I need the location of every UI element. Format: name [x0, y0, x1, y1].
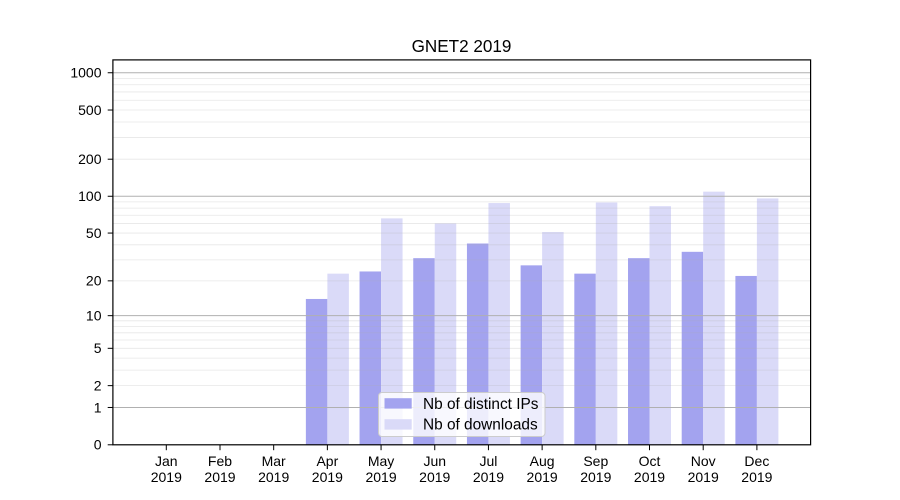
svg-text:200: 200: [78, 151, 102, 167]
svg-text:Jun: Jun: [423, 453, 446, 469]
svg-text:2019: 2019: [688, 469, 719, 485]
svg-text:Feb: Feb: [208, 453, 232, 469]
svg-text:2019: 2019: [258, 469, 289, 485]
svg-text:5: 5: [94, 340, 102, 356]
svg-text:1: 1: [94, 399, 102, 415]
svg-text:2019: 2019: [312, 469, 343, 485]
svg-text:2019: 2019: [634, 469, 665, 485]
svg-text:Dec: Dec: [744, 453, 769, 469]
svg-text:Jan: Jan: [155, 453, 178, 469]
svg-text:2019: 2019: [741, 469, 772, 485]
svg-text:2019: 2019: [151, 469, 182, 485]
svg-text:Aug: Aug: [530, 453, 555, 469]
svg-text:Apr: Apr: [316, 453, 338, 469]
svg-text:Nb of downloads: Nb of downloads: [423, 417, 538, 434]
svg-text:0: 0: [94, 437, 102, 453]
svg-text:Nb of distinct IPs: Nb of distinct IPs: [423, 396, 539, 413]
svg-text:500: 500: [78, 102, 102, 118]
svg-text:Sep: Sep: [583, 453, 608, 469]
svg-text:50: 50: [86, 225, 102, 241]
svg-text:2019: 2019: [204, 469, 235, 485]
svg-text:Jul: Jul: [479, 453, 497, 469]
svg-text:Mar: Mar: [262, 453, 286, 469]
svg-text:2019: 2019: [365, 469, 396, 485]
svg-text:1000: 1000: [70, 65, 101, 81]
svg-text:10: 10: [86, 308, 102, 324]
svg-text:Nov: Nov: [691, 453, 716, 469]
svg-text:100: 100: [78, 188, 102, 204]
svg-text:Oct: Oct: [639, 453, 661, 469]
svg-text:May: May: [368, 453, 394, 469]
svg-text:GNET2 2019: GNET2 2019: [412, 37, 512, 56]
svg-text:2019: 2019: [527, 469, 558, 485]
svg-text:20: 20: [86, 273, 102, 289]
svg-text:2019: 2019: [419, 469, 450, 485]
svg-text:2019: 2019: [580, 469, 611, 485]
svg-text:2019: 2019: [473, 469, 504, 485]
svg-text:2: 2: [94, 378, 102, 394]
